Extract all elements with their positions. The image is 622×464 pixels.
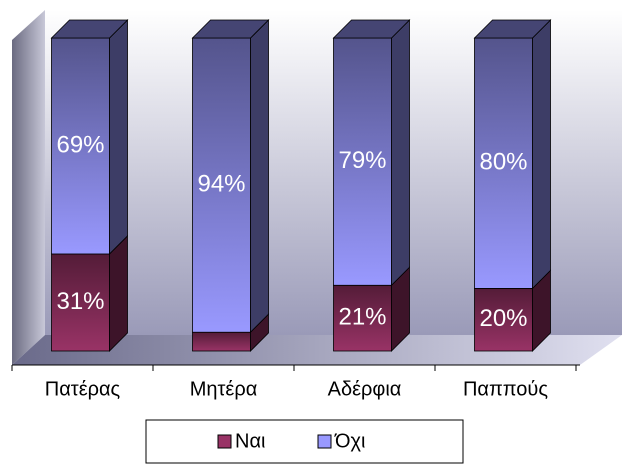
bar-side (109, 235, 128, 352)
bar-side (391, 19, 410, 287)
legend-label: Ναι (235, 430, 265, 452)
legend (145, 419, 464, 464)
floor (12, 335, 622, 365)
value-label: 80% (479, 149, 527, 176)
value-label: 94% (197, 170, 245, 197)
bar-top (191, 19, 270, 39)
bar-side (250, 19, 269, 334)
value-label: 79% (338, 147, 386, 174)
bar-segment (473, 19, 552, 290)
value-label: 69% (56, 131, 104, 158)
x-tick-label: Παππούς (463, 378, 548, 400)
bar-top (473, 19, 552, 39)
x-tick-label: Αδέρφια (328, 378, 402, 400)
bar-segment (474, 269, 551, 352)
bar-side (109, 19, 128, 255)
value-label: 21% (338, 303, 386, 330)
bar-front (51, 37, 110, 255)
bar-top (332, 19, 411, 39)
value-label: 31% (56, 288, 104, 315)
bar-segment (50, 19, 129, 255)
x-tick-label: Πατέρας (45, 378, 121, 400)
legend-label: Όχι (334, 430, 365, 452)
bar-segment (333, 266, 410, 352)
bar-segment (191, 19, 270, 334)
bar-front (333, 37, 392, 286)
legend-swatch (317, 434, 332, 449)
x-tick-label: Μητέρα (190, 378, 258, 400)
bar-front (333, 284, 392, 352)
bar-front (192, 331, 251, 352)
bar-front (51, 253, 110, 352)
side-wall (12, 10, 45, 365)
bar-segment (332, 19, 411, 287)
bar-side (532, 19, 551, 290)
bar-top (50, 19, 129, 39)
bar-segment (51, 235, 128, 352)
legend-swatch (217, 434, 232, 449)
value-label: 20% (479, 305, 527, 332)
